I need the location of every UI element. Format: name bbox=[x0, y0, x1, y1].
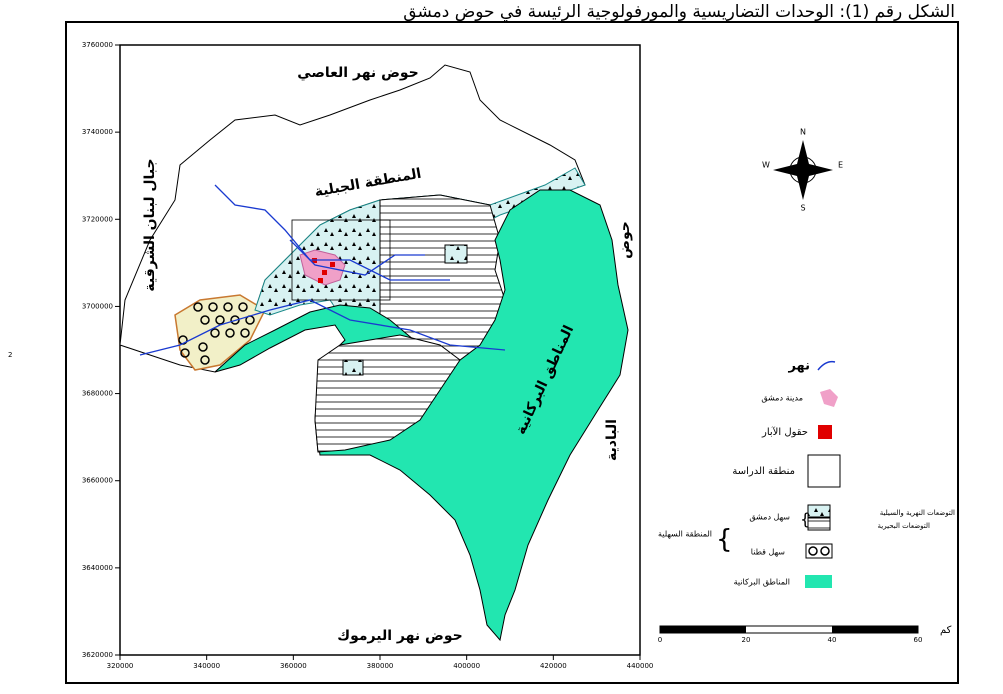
legend-study-symbol bbox=[807, 454, 841, 488]
compass-w: W bbox=[762, 161, 770, 170]
deposit-patch bbox=[444, 244, 468, 264]
legend-label: سهل دمشق bbox=[749, 513, 790, 522]
y-tick-label: 3740000 bbox=[82, 128, 113, 136]
qatana-circles bbox=[178, 302, 255, 365]
x-tick-label: 420000 bbox=[540, 662, 567, 670]
y-tick-label: 3660000 bbox=[82, 477, 113, 485]
x-tick-label: 360000 bbox=[280, 662, 307, 670]
legend-label: حقول الآبار bbox=[761, 426, 808, 438]
legend-volcanic-symbol bbox=[805, 575, 832, 588]
x-tick-label: 380000 bbox=[367, 662, 394, 670]
legend-river-symbol bbox=[817, 360, 836, 371]
map-label: البادية bbox=[604, 419, 620, 461]
scale-tick-label: 0 bbox=[658, 636, 662, 644]
title: الشكل رقم (1): الوحدات التضاريسية والمور… bbox=[403, 2, 955, 22]
legend-lacustrine-symbol bbox=[807, 517, 831, 531]
x-tick-label: 440000 bbox=[627, 662, 654, 670]
legend-brace: { bbox=[716, 525, 733, 555]
compass-s: S bbox=[800, 204, 805, 213]
river-deposits bbox=[254, 167, 586, 331]
study-area bbox=[291, 219, 391, 301]
legend-fluvial-symbol bbox=[807, 504, 831, 518]
compass-e: E bbox=[838, 161, 843, 170]
y-tick-label: 3620000 bbox=[82, 651, 113, 659]
y-tick-label: 3640000 bbox=[82, 564, 113, 572]
map-label: حوض bbox=[617, 221, 633, 259]
scale-tick-label: 20 bbox=[742, 636, 751, 644]
scale-tick-label: 60 bbox=[914, 636, 923, 644]
y-tick-label: 3720000 bbox=[82, 215, 113, 223]
legend-wells-symbol bbox=[818, 425, 832, 439]
x-tick-label: 320000 bbox=[107, 662, 134, 670]
scale-unit: كم bbox=[940, 625, 952, 636]
volcanic-cone bbox=[342, 359, 364, 376]
legend-qatana-symbol bbox=[805, 543, 833, 559]
map-label: حوض نهر العاصي bbox=[297, 65, 419, 81]
y-tick-label: 3700000 bbox=[82, 302, 113, 310]
compass: N S E W bbox=[762, 128, 843, 213]
y-tick-label: 3680000 bbox=[82, 390, 113, 398]
legend-label: سهل قطنا bbox=[751, 548, 786, 557]
x-tick-label: 340000 bbox=[193, 662, 220, 670]
page-frame bbox=[65, 21, 959, 684]
legend-brace: { bbox=[800, 510, 810, 529]
legend-label: نهر bbox=[787, 359, 810, 374]
x-tick-label: 400000 bbox=[453, 662, 480, 670]
compass-n: N bbox=[800, 128, 806, 137]
y-tick-label: 3760000 bbox=[82, 41, 113, 49]
damascus bbox=[299, 249, 346, 286]
legend-label: منطقة الدراسة bbox=[732, 466, 795, 477]
page-number: 2 bbox=[8, 351, 12, 359]
legend-label: التوضعات البحيرية bbox=[878, 522, 931, 530]
rivers bbox=[139, 184, 506, 356]
map-label: حوض نهر اليرموك bbox=[337, 628, 462, 644]
legend-label: التوضعات النهرية والسيلية bbox=[880, 509, 955, 517]
legend-label: المناطق البركانية bbox=[734, 578, 790, 587]
legend: نهر مدينة دمشق حقول الآبار منطقة الدراسة… bbox=[658, 359, 955, 588]
legend-label: المنطقة السهلية bbox=[658, 530, 712, 539]
map-label: جبال لبنان الشرقية bbox=[142, 158, 158, 291]
scale-tick-label: 40 bbox=[828, 636, 837, 644]
legend-damascus-symbol bbox=[820, 389, 838, 407]
scale-bar: كم 0 20 40 60 bbox=[658, 625, 952, 644]
legend-label: مدينة دمشق bbox=[761, 394, 803, 403]
